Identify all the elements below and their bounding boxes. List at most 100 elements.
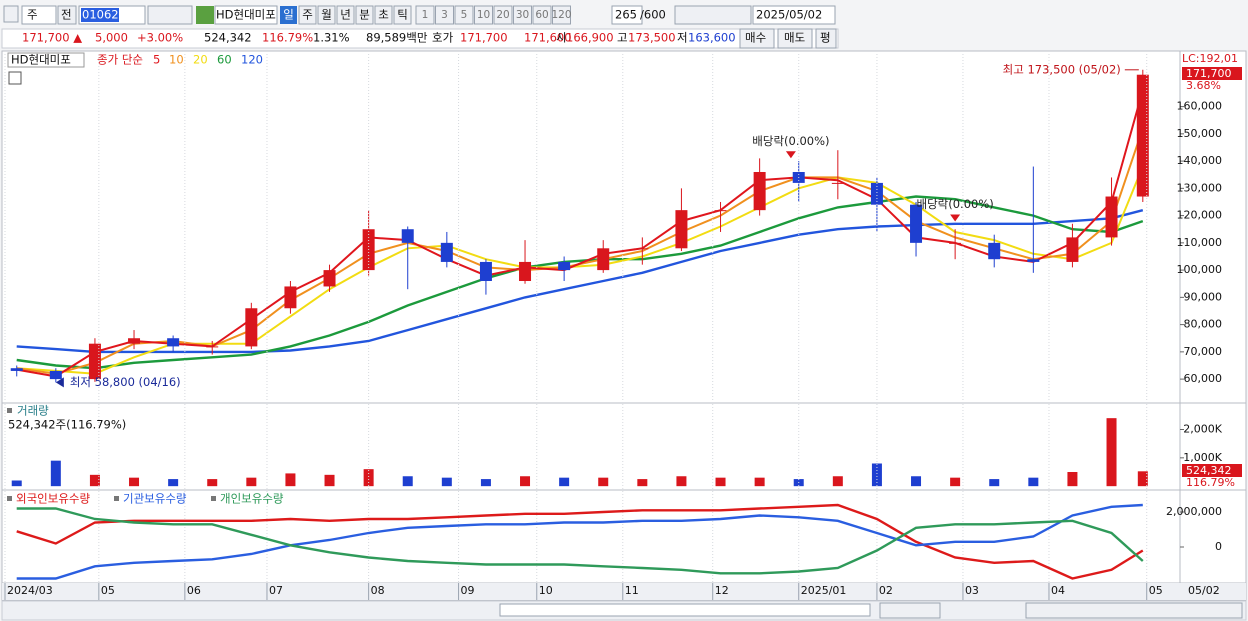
scroll-thumb[interactable] bbox=[499, 603, 871, 617]
x-tick-label: 2025/01 bbox=[801, 584, 847, 597]
count-box[interactable] bbox=[611, 5, 643, 25]
annotation: 최저 58,800 (04/16) bbox=[70, 375, 181, 389]
volume-bar bbox=[1106, 418, 1117, 487]
last-pct: 3.68% bbox=[1186, 79, 1221, 92]
eval-button[interactable] bbox=[815, 28, 837, 49]
buy-button[interactable] bbox=[739, 28, 775, 49]
interval-button[interactable] bbox=[415, 5, 435, 25]
candle-body bbox=[870, 182, 883, 205]
interval-button[interactable] bbox=[552, 5, 571, 25]
code: 010620 bbox=[82, 8, 126, 22]
x-tick-label: 04 bbox=[1051, 584, 1065, 597]
legend-entry: 개인보유수량 bbox=[220, 492, 284, 506]
x-tick-label: 05 bbox=[101, 584, 115, 597]
x-tick-label: 05 bbox=[1149, 584, 1163, 597]
y-tick-label: 2,000,000 bbox=[1166, 505, 1222, 518]
y-tick-label: 110,000 bbox=[1177, 236, 1223, 249]
date: 2025/05/02 bbox=[756, 8, 822, 22]
candle-body bbox=[88, 343, 101, 380]
intervals: 1 3 5 10 20 30 60 120 bbox=[415, 5, 572, 25]
amount: 89,589백만 bbox=[366, 31, 428, 45]
candle-body bbox=[910, 204, 923, 243]
volume-pct: 116.79% bbox=[262, 31, 313, 45]
price: 171,700 ▲ bbox=[22, 31, 82, 45]
stock-name: HD현대미포 bbox=[216, 8, 276, 22]
period-button[interactable] bbox=[393, 5, 412, 25]
table-icon[interactable] bbox=[8, 71, 22, 85]
candle-body bbox=[949, 242, 962, 244]
period-button[interactable] bbox=[374, 5, 393, 25]
volume-bar bbox=[520, 476, 531, 487]
y-tick-label: 0 bbox=[1215, 540, 1222, 553]
x-tick-label: 2024/03 bbox=[7, 584, 53, 597]
legend-entry: 20 bbox=[193, 53, 208, 67]
candle-body bbox=[988, 242, 1001, 260]
x-tick-label: 10 bbox=[539, 584, 553, 597]
volume-bar bbox=[559, 477, 570, 487]
x-tick-label: 03 bbox=[965, 584, 979, 597]
chart-subtitle: 524,342주(116.79%) bbox=[8, 418, 126, 432]
change: 5,000 bbox=[95, 31, 128, 45]
interval: 20 bbox=[496, 9, 509, 21]
playback-buttons[interactable] bbox=[879, 602, 941, 619]
interval-button[interactable] bbox=[513, 5, 532, 25]
market: 주 bbox=[27, 8, 38, 22]
annotation: 최고 173,500 (05/02) bbox=[1003, 62, 1121, 76]
volume-bar bbox=[89, 474, 100, 487]
last-price-box bbox=[1182, 67, 1242, 80]
interval-button[interactable] bbox=[435, 5, 454, 25]
y-tick-label: 150,000 bbox=[1177, 127, 1223, 140]
ma-label: 종가 단순 bbox=[97, 53, 143, 67]
volume-bar bbox=[324, 474, 335, 487]
x-tick-label: 07 bbox=[269, 584, 283, 597]
interval-button[interactable] bbox=[474, 5, 493, 25]
market-select[interactable] bbox=[21, 5, 57, 25]
candle-body bbox=[714, 210, 727, 212]
period-button[interactable] bbox=[317, 5, 336, 25]
icon-button[interactable] bbox=[3, 5, 19, 23]
volume-bar bbox=[1067, 472, 1078, 487]
legend-entry: 외국인보유수량 bbox=[16, 492, 90, 506]
sell-button[interactable] bbox=[777, 28, 813, 49]
interval-button[interactable] bbox=[454, 5, 474, 25]
period-button[interactable] bbox=[355, 5, 374, 25]
interval-button[interactable] bbox=[532, 5, 552, 25]
candle-body bbox=[206, 346, 219, 348]
date-box[interactable] bbox=[752, 5, 836, 25]
search-button[interactable] bbox=[147, 5, 193, 25]
last-volume-box bbox=[1182, 464, 1242, 477]
low-label: 저 bbox=[677, 31, 688, 45]
high: 173,500 bbox=[628, 31, 676, 45]
interval: 10 bbox=[477, 9, 490, 21]
y-tick-label: 140,000 bbox=[1177, 154, 1223, 167]
tool-buttons[interactable] bbox=[674, 5, 752, 25]
legend-square bbox=[7, 496, 12, 501]
candle-body bbox=[401, 229, 414, 243]
volume-bar bbox=[715, 477, 726, 487]
period-button[interactable] bbox=[336, 5, 355, 25]
zoom-buttons[interactable] bbox=[1025, 602, 1243, 619]
scope-button[interactable] bbox=[57, 5, 77, 25]
candle-body bbox=[167, 338, 180, 347]
annotation: 배당락(0.00%) bbox=[917, 197, 994, 211]
series-line bbox=[16, 503, 1144, 580]
volume-bar bbox=[246, 477, 257, 487]
annotation: 배당락(0.00%) bbox=[752, 134, 829, 148]
volume: 524,342 bbox=[204, 31, 252, 45]
interval-button[interactable] bbox=[493, 5, 513, 25]
series-line bbox=[16, 195, 1144, 370]
x-tick-label: 09 bbox=[461, 584, 475, 597]
candle-body bbox=[831, 182, 844, 184]
candle-body bbox=[245, 308, 258, 347]
candle-body bbox=[323, 270, 336, 287]
period-button[interactable] bbox=[298, 5, 317, 25]
period: 월 bbox=[321, 8, 332, 22]
volume-bar bbox=[50, 460, 61, 487]
candle-body bbox=[1066, 237, 1079, 262]
interval: 30 bbox=[516, 9, 529, 21]
high-label: 고 bbox=[617, 31, 628, 45]
change-pct: +3.00% bbox=[137, 31, 183, 45]
